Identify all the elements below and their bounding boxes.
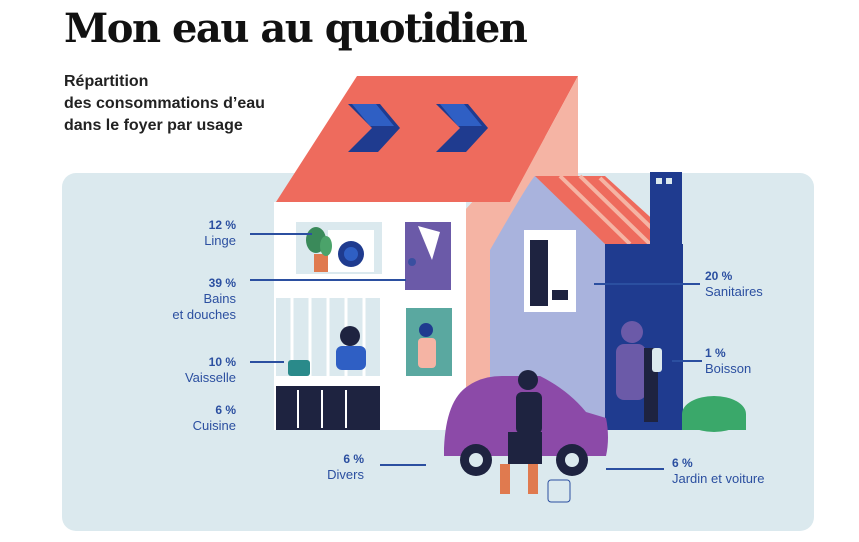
label-text: Cuisine	[192, 418, 236, 433]
label-linge: 12 % Linge	[204, 218, 236, 249]
leader-line-jardin	[606, 468, 664, 470]
shower-head-icon	[418, 226, 440, 260]
leader-line-vaisselle	[250, 361, 284, 363]
annex-roof	[535, 176, 680, 244]
label-text: et douches	[172, 307, 236, 322]
label-text: Divers	[327, 467, 364, 482]
roof-edge	[510, 76, 578, 205]
label-percent: 6 %	[672, 456, 693, 470]
label-text: Jardin et voiture	[672, 471, 765, 486]
label-text: Boisson	[705, 361, 752, 376]
leader-line-bains	[250, 279, 406, 281]
person-head-icon	[340, 326, 360, 346]
label-percent: 20 %	[705, 269, 733, 283]
leader-line-divers	[380, 464, 426, 466]
label-jardin: 6 % Jardin et voiture	[672, 456, 765, 487]
label-text: Sanitaires	[705, 284, 763, 299]
subtitle: Répartition des consommations d’eau dans…	[64, 71, 324, 137]
plant-pot-icon	[314, 254, 328, 272]
subtitle-line: Répartition	[64, 73, 149, 90]
label-text: Vaisselle	[184, 370, 236, 385]
bottle-icon	[652, 348, 662, 372]
label-text: Linge	[204, 233, 236, 248]
label-boisson: 1 % Boisson	[705, 346, 751, 377]
label-vaisselle: 10 % Vaisselle	[185, 355, 236, 386]
leader-line-boisson	[672, 360, 702, 362]
label-percent: 6 %	[343, 452, 364, 466]
label-percent: 39 %	[208, 276, 236, 290]
person-drinking-icon	[621, 321, 643, 343]
label-percent: 1 %	[705, 346, 726, 360]
leader-line-sanitaires	[594, 283, 700, 285]
pot-icon	[288, 360, 310, 376]
label-percent: 10 %	[208, 355, 236, 369]
subtitle-line: des consommations d’eau	[64, 95, 265, 112]
label-percent: 12 %	[208, 218, 236, 232]
skylight-icon	[436, 104, 488, 152]
label-cuisine: 6 % Cuisine	[193, 403, 236, 434]
person-washing-icon	[518, 370, 538, 390]
bucket-icon	[547, 479, 571, 503]
skylight-highlight	[440, 104, 482, 126]
label-sanitaires: 20 % Sanitaires	[705, 269, 763, 300]
skylight-highlight	[352, 104, 394, 126]
kitchen-cupboards	[276, 386, 380, 430]
label-bains: 39 % Bains et douches	[172, 276, 236, 323]
leader-line-linge	[250, 233, 312, 235]
label-percent: 6 %	[215, 403, 236, 417]
subtitle-line: dans le foyer par usage	[64, 117, 243, 134]
toilet-icon	[530, 240, 548, 306]
label-text: Bains	[203, 291, 236, 306]
label-divers: 6 % Divers	[327, 452, 364, 483]
skylight-icon	[348, 104, 400, 152]
page-title: Mon eau au quotidien	[64, 5, 528, 52]
toilet-paper-icon	[552, 290, 568, 300]
